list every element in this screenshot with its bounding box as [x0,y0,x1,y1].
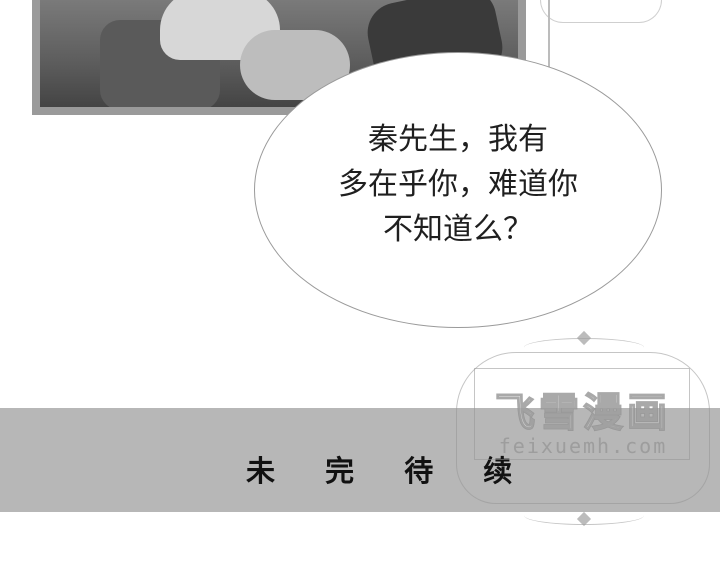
panel-divider-line [548,0,550,70]
speech-bubble: 秦先生，我有 多在乎你，难道你 不知道么？ [254,52,662,328]
watermark-frame [456,352,710,504]
speech-line-1: 秦先生，我有 [368,122,548,157]
speech-bubble-text: 秦先生，我有 多在乎你，难道你 不知道么？ [255,117,661,252]
to-be-continued-band [0,408,720,512]
watermark-box [474,368,690,460]
speech-line-3: 不知道么？ [383,212,533,247]
watermark-url: feixuemh.com [498,434,668,458]
watermark-title: 飞雪漫画 [494,389,671,437]
speech-line-2: 多在乎你，难道你 [338,167,578,202]
decorative-ornament-top [540,0,662,23]
